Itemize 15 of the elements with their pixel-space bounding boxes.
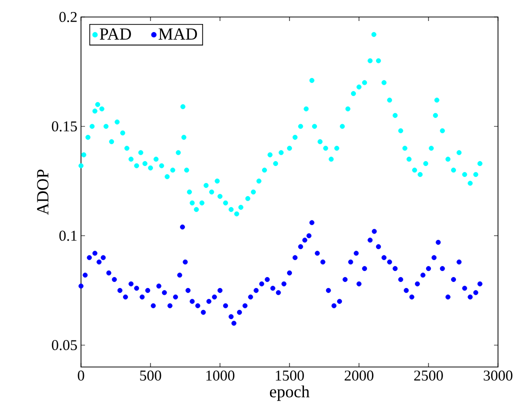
- x-tick-label: 1500: [276, 370, 304, 381]
- y-tick-label: 0.05: [52, 340, 77, 350]
- y-tick-label: 0.15: [52, 121, 77, 132]
- x-axis-title: epoch: [270, 385, 310, 401]
- legend-label: PAD: [100, 28, 131, 40]
- x-tick-label: 500: [140, 370, 162, 381]
- x-tick-label: 0: [78, 370, 84, 381]
- x-tick-label: 3000: [484, 370, 512, 381]
- y-tick-label: 0.1: [59, 230, 77, 241]
- x-tick-label: 2500: [414, 370, 443, 381]
- y-axis-title: ADOP: [37, 170, 48, 215]
- legend-label: MAD: [158, 28, 197, 40]
- x-tick-label: 1000: [206, 370, 234, 381]
- x-tick-label: 2000: [344, 370, 374, 381]
- y-tick-label: 0.2: [59, 12, 77, 22]
